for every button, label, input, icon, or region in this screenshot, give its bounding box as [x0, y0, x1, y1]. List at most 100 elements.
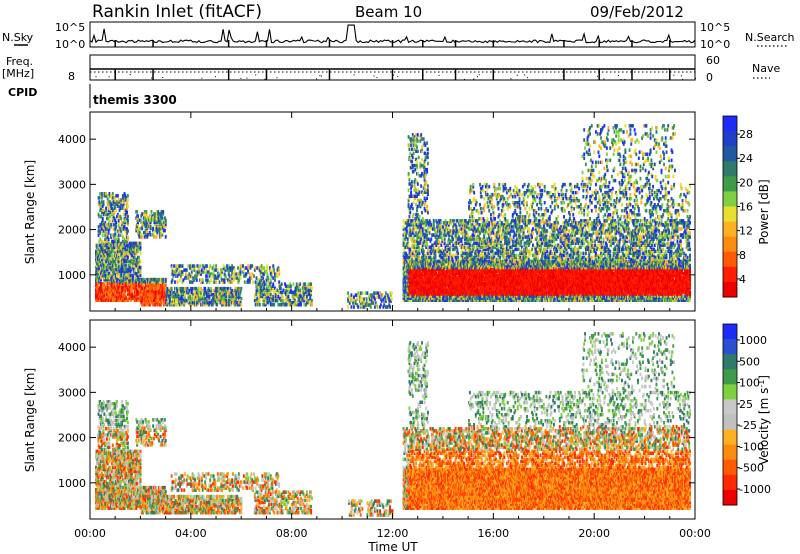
data-cell [127, 260, 129, 264]
data-cell [224, 266, 226, 270]
freq-tick: 8 [68, 70, 75, 83]
data-cell [105, 206, 107, 210]
data-cell [165, 235, 167, 239]
data-cell [172, 295, 174, 299]
data-cell [177, 264, 179, 268]
nave-dot [109, 76, 110, 77]
beam-title: Beam 10 [355, 3, 422, 21]
data-cell [196, 278, 198, 282]
data-cell [105, 192, 107, 196]
data-cell [277, 289, 279, 293]
data-cell [304, 282, 306, 286]
data-cell [237, 266, 239, 270]
data-cell [112, 192, 114, 196]
data-cell [122, 240, 124, 244]
power-panel [95, 124, 691, 309]
data-cell [240, 270, 242, 274]
data-cell [165, 218, 167, 222]
data-cell [216, 303, 218, 307]
data-cell [169, 297, 171, 301]
data-cell [234, 272, 236, 276]
data-cell [300, 295, 302, 299]
data-cell [103, 200, 105, 204]
data-cell [100, 204, 102, 208]
data-cell [138, 256, 140, 260]
freq-trace [90, 69, 696, 80]
data-cell [117, 194, 119, 198]
data-cell [305, 287, 307, 291]
data-cell [360, 295, 362, 299]
data-cell [310, 282, 312, 286]
data-cell [384, 295, 386, 299]
data-cell [200, 278, 202, 282]
data-cell [389, 305, 391, 309]
data-cell [256, 276, 258, 280]
data-cell [274, 272, 276, 276]
nave-dot [201, 78, 202, 79]
nave-dot [439, 75, 440, 76]
data-cell [347, 305, 349, 309]
data-cell [306, 295, 308, 299]
data-cell [287, 295, 289, 299]
data-cell [290, 284, 292, 288]
data-cell [211, 293, 213, 297]
nave-dot [321, 76, 322, 77]
data-cell [172, 278, 174, 282]
data-cell [215, 276, 217, 280]
data-cell [218, 274, 220, 278]
data-cell [127, 244, 129, 248]
data-cell [127, 194, 129, 198]
data-cell [162, 210, 164, 214]
data-cell [272, 276, 274, 280]
nsearch-tick-top: 10^5 [700, 21, 730, 34]
data-cell [189, 264, 191, 268]
data-cell [99, 238, 101, 242]
data-cell [235, 276, 237, 280]
data-cell [268, 293, 270, 297]
nave-dot [510, 78, 511, 79]
data-cell [121, 256, 123, 260]
data-cell [215, 264, 217, 268]
nsearch-tick-bottom: 10^0 [700, 38, 730, 51]
data-cell [240, 297, 242, 301]
data-cell [154, 235, 156, 239]
data-cell [372, 301, 374, 305]
data-cell [274, 278, 276, 282]
data-cell [366, 291, 368, 295]
data-cell [184, 293, 186, 297]
data-cell [388, 297, 390, 301]
data-cell [152, 227, 154, 231]
data-cell [225, 276, 227, 280]
data-cell [223, 264, 225, 268]
nave-dot [464, 79, 465, 80]
cpid-label: CPID [8, 86, 37, 99]
data-cell [266, 264, 268, 268]
data-cell [293, 303, 295, 307]
data-cell [146, 287, 148, 291]
data-cell [105, 223, 107, 227]
data-cell [137, 214, 139, 218]
nave-dot [624, 79, 625, 80]
data-cell [206, 274, 208, 278]
data-cell [145, 299, 147, 303]
data-cell [101, 240, 103, 244]
nave-dot [264, 79, 265, 80]
nave-dot [162, 77, 163, 78]
data-cell [311, 299, 313, 303]
data-cell [100, 215, 102, 219]
data-cell [252, 280, 254, 284]
data-cell [219, 280, 221, 284]
data-cell [234, 293, 236, 297]
nsky-label: N.Sky [2, 31, 34, 44]
data-cell [192, 264, 194, 268]
data-cell [152, 303, 154, 307]
data-cell [253, 274, 255, 278]
data-cell [268, 289, 270, 293]
data-cell [207, 278, 209, 282]
data-cell [115, 194, 117, 198]
data-cell [237, 272, 239, 276]
data-cell [387, 305, 389, 309]
data-cell [267, 276, 269, 280]
data-cell [311, 303, 313, 307]
data-cell [179, 264, 181, 268]
